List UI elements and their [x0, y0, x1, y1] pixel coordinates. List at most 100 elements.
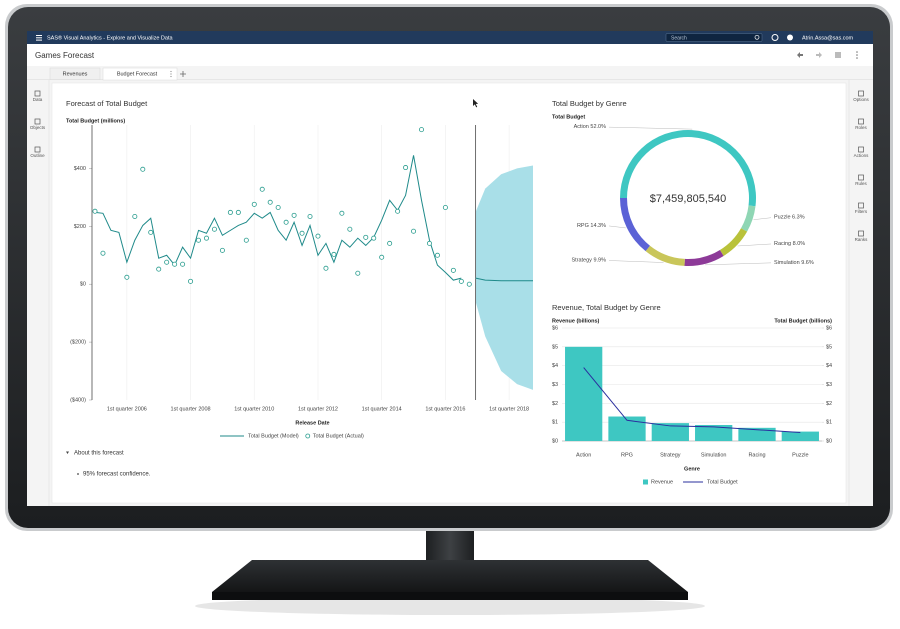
search-box[interactable]	[665, 33, 763, 42]
data-point	[227, 209, 233, 215]
data-point	[395, 208, 401, 214]
disclosure-arrow[interactable]	[66, 451, 69, 455]
y2-tick-label: $2	[826, 401, 832, 407]
panel-label[interactable]: Rules	[855, 181, 867, 186]
undo-icon[interactable]	[797, 52, 803, 58]
bullet	[77, 473, 79, 475]
panel-icon[interactable]	[34, 90, 41, 97]
report-header	[27, 44, 873, 66]
bar	[695, 424, 733, 441]
leader-line	[608, 225, 626, 229]
panel-label[interactable]: Data	[33, 97, 43, 102]
report-title: Games Forecast	[35, 51, 95, 60]
data-point	[403, 165, 409, 171]
tab-label: Budget Forecast	[117, 71, 158, 77]
panel-label[interactable]: Outline	[30, 153, 45, 158]
chart-title: Forecast of Total Budget	[66, 99, 148, 108]
slice-label: Strategy 9.9%	[571, 258, 606, 264]
panel-label[interactable]: Objects	[30, 125, 46, 130]
x-tick-label: 1st quarter 2018	[489, 406, 529, 412]
legend-item: Total Budget (Model)	[220, 433, 299, 439]
slice-category: Strategy	[571, 258, 592, 264]
data-point	[211, 226, 217, 232]
data-point	[355, 270, 361, 276]
data-point	[411, 228, 417, 234]
right-panel	[849, 80, 873, 506]
slice-value: 14.3%	[590, 223, 606, 229]
tab-menu[interactable]	[170, 70, 172, 78]
panel-label[interactable]: Actions	[854, 153, 870, 158]
legend-label: Total Budget (Actual)	[313, 433, 364, 439]
data-point	[323, 265, 329, 271]
panel-icon[interactable]	[858, 118, 864, 125]
chart-title: Revenue, Total Budget by Genre	[552, 303, 661, 312]
data-point	[379, 254, 385, 260]
slice-label: Racing 8.0%	[774, 241, 805, 247]
help-icon[interactable]	[787, 34, 793, 41]
legend-swatch	[643, 479, 648, 485]
add-tab[interactable]	[180, 71, 186, 77]
app-bar	[27, 31, 873, 44]
y-tick-label: $400	[74, 166, 86, 172]
about-item: 95% forecast confidence.	[83, 472, 151, 478]
search-icon[interactable]	[754, 34, 760, 40]
data-point	[299, 230, 305, 236]
slice-category: RPG	[577, 223, 589, 229]
model-line	[94, 155, 462, 281]
y-tick-label: $5	[552, 344, 558, 350]
panel-icon[interactable]	[34, 118, 41, 125]
menu-icon[interactable]	[36, 35, 42, 41]
x-tick-label: 1st quarter 2014	[362, 406, 402, 412]
panel-label[interactable]: Roles	[855, 125, 867, 130]
tab[interactable]	[49, 67, 101, 80]
tab-active[interactable]	[102, 67, 178, 81]
panel-icon[interactable]	[858, 202, 864, 209]
x-tick-label: 1st quarter 2016	[425, 406, 465, 412]
panel-icon[interactable]	[858, 174, 864, 181]
save-icon[interactable]	[835, 52, 841, 58]
stand-neck	[426, 528, 474, 564]
data-point	[371, 235, 377, 241]
panel-icon[interactable]	[858, 146, 864, 153]
panel-icon[interactable]	[34, 146, 41, 153]
x-axis-title: Release Date	[295, 420, 329, 426]
more-icon[interactable]	[856, 51, 858, 59]
leader-line	[608, 126, 693, 130]
panel-label[interactable]: Filters	[855, 209, 868, 214]
data-point	[434, 252, 440, 258]
data-point	[363, 234, 369, 240]
x-tick-label: 1st quarter 2010	[234, 406, 274, 412]
data-point	[331, 251, 337, 257]
data-point	[419, 127, 425, 133]
data-point	[466, 281, 472, 287]
y2-tick-label: $5	[826, 344, 832, 350]
y-tick-label: $0	[552, 438, 558, 444]
data-point	[235, 209, 241, 215]
y2-tick-label: $6	[826, 325, 832, 331]
about-title[interactable]: About this forecast	[74, 451, 124, 457]
tab-label: Revenues	[63, 71, 88, 77]
data-point	[164, 259, 170, 265]
user-name[interactable]: Atrin.Assa@sas.com	[802, 35, 854, 41]
data-point	[450, 267, 456, 273]
stand-edge	[212, 592, 688, 600]
y2-tick-label: $0	[826, 438, 832, 444]
data-point	[251, 201, 257, 207]
panel-icon[interactable]	[858, 230, 864, 237]
data-point	[180, 261, 186, 267]
stand-base	[212, 560, 688, 592]
x-axis-title: Genre	[684, 466, 700, 472]
data-point	[243, 237, 249, 243]
share-icon[interactable]	[771, 34, 779, 41]
donut-slice	[684, 249, 724, 266]
y2-tick-label: $3	[826, 382, 832, 388]
data-point	[140, 166, 146, 172]
slice-value: 6.3%	[792, 215, 805, 221]
redo-icon[interactable]	[816, 52, 822, 58]
x-tick-label: Puzzle	[792, 452, 809, 458]
panel-label[interactable]: Ranks	[855, 237, 869, 242]
panel-icon[interactable]	[858, 90, 864, 97]
panel-label[interactable]: Options	[853, 97, 869, 102]
leader-line	[608, 260, 664, 263]
